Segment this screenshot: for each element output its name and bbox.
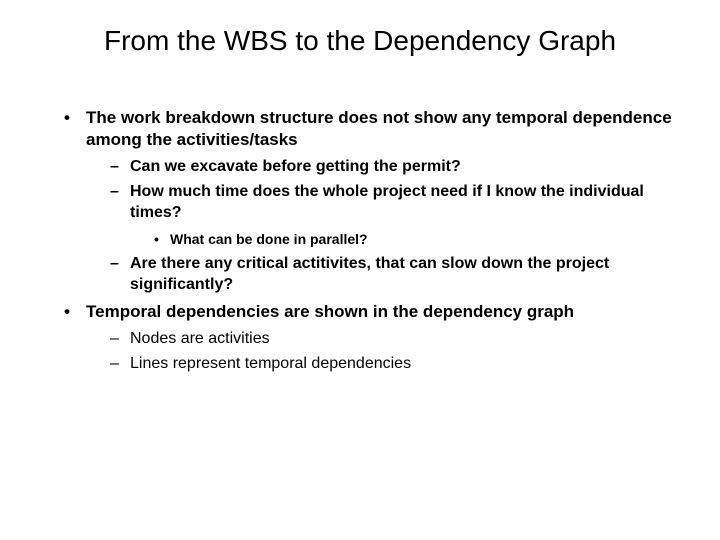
sub-sub-list: What can be done in parallel?	[130, 230, 680, 248]
sub-list: Can we excavate before getting the permi…	[86, 157, 680, 295]
list-item: Temporal dependencies are shown in the d…	[64, 301, 680, 375]
slide: From the WBS to the Dependency Graph The…	[0, 0, 720, 540]
list-item: The work breakdown structure does not sh…	[64, 107, 680, 295]
bullet-text: Are there any critical actitivites, that…	[130, 255, 609, 293]
sub-list: Nodes are activities Lines represent tem…	[86, 329, 680, 375]
bullet-text: How much time does the whole project nee…	[130, 183, 644, 221]
bullet-text: What can be done in parallel?	[170, 231, 368, 247]
slide-title: From the WBS to the Dependency Graph	[40, 25, 680, 57]
list-item: Can we excavate before getting the permi…	[110, 157, 680, 178]
bullet-text: Temporal dependencies are shown in the d…	[86, 302, 574, 321]
bullet-text: Can we excavate before getting the permi…	[130, 158, 461, 175]
bullet-list: The work breakdown structure does not sh…	[40, 107, 680, 375]
list-item: Nodes are activities	[110, 329, 680, 350]
bullet-text: Lines represent temporal dependencies	[130, 355, 411, 372]
list-item: Lines represent temporal dependencies	[110, 354, 680, 375]
bullet-text: The work breakdown structure does not sh…	[86, 108, 672, 149]
bullet-text: Nodes are activities	[130, 330, 270, 347]
list-item: How much time does the whole project nee…	[110, 182, 680, 248]
list-item: Are there any critical actitivites, that…	[110, 254, 680, 296]
list-item: What can be done in parallel?	[154, 230, 680, 248]
